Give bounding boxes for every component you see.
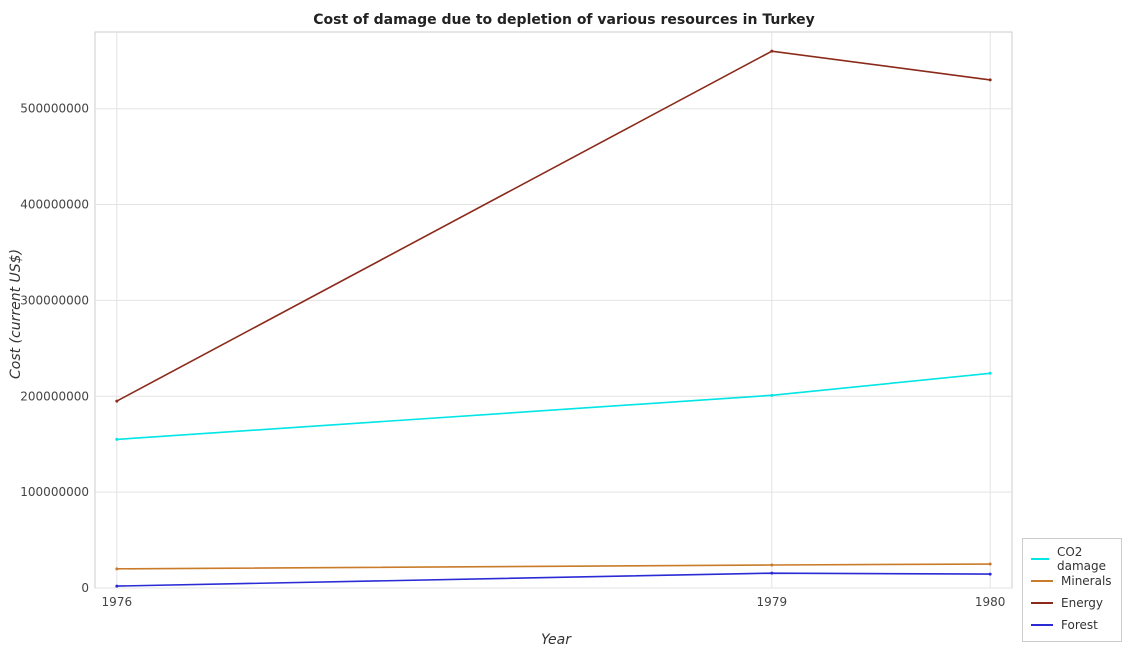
data-point-energy (770, 49, 774, 53)
data-point-minerals (770, 563, 774, 567)
y-tick-label: 200000000 (20, 389, 89, 403)
data-point-energy (988, 78, 992, 82)
data-point-co2-damage (115, 437, 119, 441)
legend-label-co2: CO2 damage (1056, 545, 1106, 573)
series-line-forest (116, 572, 991, 587)
x-tick-label: 1979 (757, 595, 788, 609)
data-point-minerals (988, 562, 992, 566)
legend-label-minerals: Minerals (1061, 574, 1112, 588)
legend-item-minerals: Minerals (1031, 571, 1112, 591)
y-tick-label: 0 (81, 581, 89, 595)
data-point-co2-damage (988, 371, 992, 375)
legend-label-energy: Energy (1061, 596, 1104, 610)
series-line-co2-damage (116, 372, 991, 441)
legend-swatch-co2 (1031, 558, 1049, 560)
plot-frame (94, 31, 1013, 589)
data-point-energy (115, 399, 119, 403)
y-tick-label: 400000000 (20, 198, 89, 212)
legend-item-forest: Forest (1031, 615, 1098, 635)
legend-item-co2: CO2 damage (1031, 545, 1121, 573)
legend-label-forest: Forest (1061, 618, 1098, 632)
y-tick-label: 500000000 (20, 102, 89, 116)
data-point-minerals (115, 567, 119, 571)
y-tick-label: 100000000 (20, 485, 89, 499)
y-tick-label: 300000000 (20, 293, 89, 307)
series-line-minerals (116, 563, 991, 570)
data-point-forest (770, 571, 774, 575)
x-tick-label: 1980 (975, 595, 1006, 609)
legend: CO2 damage Minerals Energy Forest (1022, 538, 1122, 642)
x-tick-label: 1976 (102, 595, 133, 609)
legend-item-energy: Energy (1031, 593, 1103, 613)
legend-swatch-forest (1031, 624, 1053, 626)
series-line-energy (116, 50, 991, 402)
legend-swatch-energy (1031, 602, 1053, 604)
x-axis-label: Year (541, 632, 572, 648)
chart-title: Cost of damage due to depletion of vario… (313, 12, 815, 28)
plot-area: 0 100000000 200000000 300000000 400000000 500… (20, 31, 1013, 609)
data-point-co2-damage (770, 393, 774, 397)
data-point-forest (115, 584, 119, 588)
data-point-forest (988, 572, 992, 576)
legend-swatch-minerals (1031, 580, 1053, 582)
y-axis-label: Cost (current US$) (8, 249, 24, 379)
